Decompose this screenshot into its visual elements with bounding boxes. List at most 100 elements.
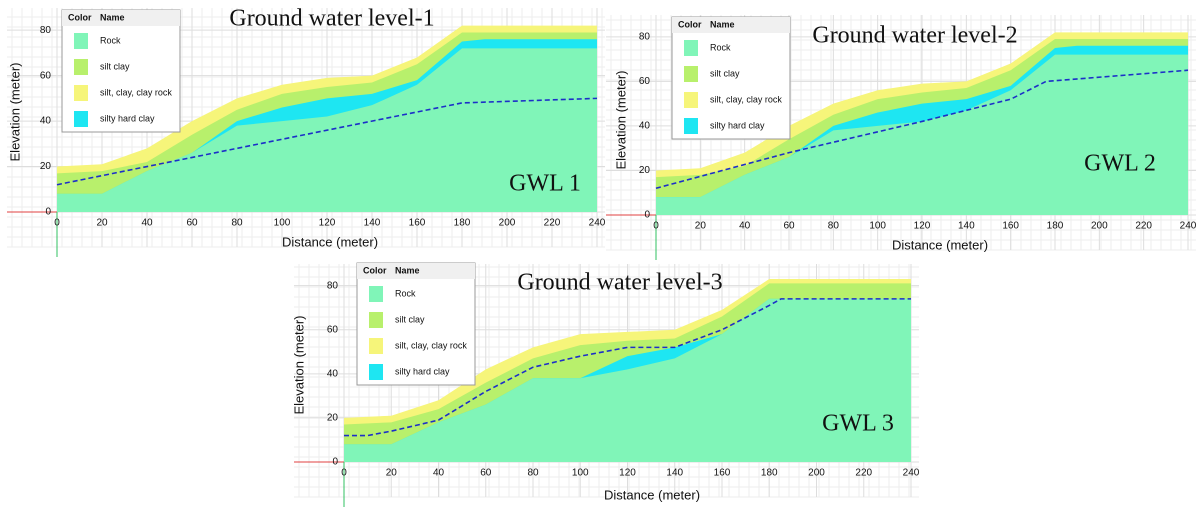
layer (344, 298, 911, 462)
chart-title: Ground water level-2 (812, 23, 1017, 49)
water-table (56, 97, 598, 186)
x-tick-label: 220 (855, 468, 872, 479)
water-table (655, 69, 1189, 190)
x-tick-label: 40 (739, 221, 751, 232)
legend-header: Color (678, 19, 702, 29)
legend-swatch (74, 85, 88, 101)
x-tick-label: 220 (1135, 221, 1152, 232)
chart-title: Ground water level-3 (517, 270, 722, 296)
x-tick-label: 180 (761, 468, 778, 479)
x-tick-label: 0 (54, 218, 60, 229)
x-tick-label: 240 (1180, 221, 1197, 232)
x-tick-label: 100 (572, 468, 589, 479)
y-tick-label: 0 (332, 457, 338, 468)
legend-label: Rock (100, 35, 121, 45)
legend-swatch (369, 338, 383, 354)
x-tick-label: 20 (695, 221, 707, 232)
x-axis-label: Distance (meter) (604, 487, 700, 502)
legend-header: Name (100, 12, 125, 22)
y-tick-label: 40 (40, 116, 52, 127)
x-tick-label: 60 (783, 221, 795, 232)
legend-swatch (369, 286, 383, 302)
legend-label: silt clay (395, 314, 425, 324)
x-tick-label: 180 (1047, 221, 1064, 232)
legend-header: Color (363, 265, 387, 275)
legend-swatch (74, 33, 88, 49)
legend-label: silt, clay, clay rock (710, 94, 782, 104)
y-tick-label: 60 (639, 76, 651, 87)
y-tick-label: 80 (40, 25, 52, 36)
y-axis-label: Elevation (meter) (7, 63, 22, 162)
legend-label: silty hard clay (395, 366, 450, 376)
y-tick-label: 80 (327, 280, 339, 291)
legend-swatch (369, 364, 383, 380)
x-tick-label: 160 (409, 218, 426, 229)
legend-label: silty hard clay (710, 120, 765, 130)
annotation: GWL 2 (1084, 151, 1156, 177)
x-tick-label: 120 (619, 468, 636, 479)
legend-swatch (684, 40, 698, 56)
y-tick-label: 20 (639, 165, 651, 176)
legend-label: Rock (395, 288, 416, 298)
x-tick-label: 220 (544, 218, 561, 229)
x-tick-label: 160 (714, 468, 731, 479)
x-tick-label: 80 (828, 221, 840, 232)
legend-label: Rock (710, 42, 731, 52)
x-tick-label: 140 (666, 468, 683, 479)
legend-label: silty hard clay (100, 113, 155, 123)
y-axis-label: Elevation (meter) (613, 71, 628, 170)
chart-title: Ground water level-1 (229, 6, 434, 32)
y-tick-label: 60 (40, 70, 52, 81)
x-tick-label: 20 (386, 468, 398, 479)
x-axis-label: Distance (meter) (282, 234, 378, 249)
x-tick-label: 80 (231, 218, 243, 229)
x-tick-label: 100 (869, 221, 886, 232)
water-table (344, 298, 911, 437)
y-tick-label: 20 (327, 413, 339, 424)
x-tick-label: 60 (186, 218, 198, 229)
y-tick-label: 40 (327, 368, 339, 379)
x-tick-label: 60 (480, 468, 492, 479)
x-tick-label: 240 (903, 468, 920, 479)
legend-swatch (369, 312, 383, 328)
legend-label: silt clay (710, 68, 740, 78)
y-tick-label: 40 (639, 121, 651, 132)
legend-label: silt clay (100, 61, 130, 71)
x-tick-label: 120 (319, 218, 336, 229)
layer (656, 54, 1188, 215)
x-tick-label: 200 (499, 218, 516, 229)
legend-label: silt, clay, clay rock (100, 87, 172, 97)
x-tick-label: 0 (653, 221, 659, 232)
x-tick-label: 40 (141, 218, 153, 229)
legend-swatch (684, 118, 698, 134)
legend-swatch (74, 111, 88, 127)
x-tick-label: 200 (808, 468, 825, 479)
legend-header-bg (357, 263, 475, 279)
annotation: GWL 3 (822, 411, 894, 437)
legend-header-bg (672, 17, 790, 33)
x-tick-label: 180 (454, 218, 471, 229)
x-tick-label: 80 (527, 468, 539, 479)
x-tick-label: 160 (1002, 221, 1019, 232)
legend-swatch (74, 59, 88, 75)
legend-header: Color (68, 12, 92, 22)
x-tick-label: 20 (96, 218, 108, 229)
legend-header-bg (62, 10, 180, 26)
legend-header: Name (710, 19, 735, 29)
x-tick-label: 140 (364, 218, 381, 229)
legend-swatch (684, 66, 698, 82)
x-tick-label: 0 (341, 468, 347, 479)
x-axis-label: Distance (meter) (892, 237, 988, 252)
y-axis-label: Elevation (meter) (291, 316, 306, 415)
y-tick-label: 80 (639, 31, 651, 42)
y-tick-label: 20 (40, 161, 52, 172)
legend-swatch (684, 92, 698, 108)
annotation: GWL 1 (509, 171, 581, 197)
x-tick-label: 100 (274, 218, 291, 229)
x-tick-label: 240 (589, 218, 606, 229)
y-tick-label: 0 (45, 207, 51, 218)
x-tick-label: 140 (958, 221, 975, 232)
y-tick-label: 0 (644, 210, 650, 221)
y-tick-label: 60 (327, 324, 339, 335)
